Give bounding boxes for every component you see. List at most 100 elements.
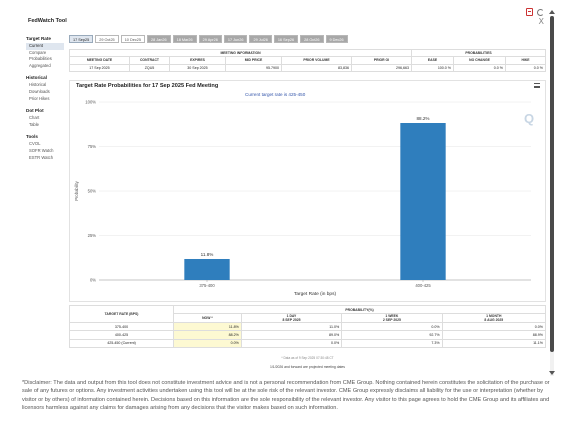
x-tick-label: 375-400 (199, 283, 215, 288)
refresh-icon[interactable] (537, 8, 544, 16)
sidebar-heading-dot-plot[interactable]: Dot Plot (26, 108, 44, 114)
pt-rate-cell: 425-450 (Current) (69, 338, 174, 348)
sidebar-item-current[interactable]: Current (26, 43, 64, 50)
top-toolbar (526, 8, 544, 16)
pt-prob-cell: 0.0% (441, 322, 547, 332)
mi-cell-no-change: 0.0 % (453, 63, 506, 72)
mi-cell-contract: ZQU5 (129, 63, 170, 72)
sidebar-item-downloads[interactable]: Downloads (29, 88, 50, 94)
sidebar-item-cvol[interactable]: CVOL (29, 141, 41, 147)
mi-cell-mid-price: 95.7900 (225, 63, 282, 72)
mi-cell-expires: 30 Sep 2025 (169, 63, 226, 72)
pt-prob-cell: 11.1% (441, 338, 547, 348)
x-axis-title: Target Rate (in bps) (294, 291, 337, 297)
chart-container (69, 80, 546, 302)
pt-prob-cell: 92.7% (341, 330, 443, 340)
sidebar-item-probabilities[interactable]: Probabilities (29, 56, 52, 62)
mi-col-prior-oi: PRIOR OI (351, 56, 412, 65)
y-axis-title: Probability (74, 180, 79, 200)
chart-subtitle: Current target rate is 425-450 (245, 92, 306, 97)
mi-col-no-change: NO CHANGE (453, 56, 506, 65)
date-tab-17-jun26[interactable]: 17 Jun26 (223, 35, 248, 43)
pt-prob-cell: 88.2% (173, 330, 242, 340)
date-tab-9-dec26[interactable]: 9 Dec26 (325, 35, 348, 43)
bar-375-400[interactable] (184, 258, 230, 280)
mi-col-contract: CONTRACT (129, 56, 170, 65)
mi-cell-prior-volume: 83,836 (281, 63, 352, 72)
sidebar-item-sofr-watch[interactable]: SOFR Watch (29, 147, 54, 153)
sidebar-heading-tools[interactable]: Tools (26, 134, 38, 140)
y-tick-label: 25% (88, 233, 97, 238)
meeting-date-tabs: 17 Sep25 29 Oct25 10 Dec25 28 Jan26 18 Mar26… (69, 35, 348, 43)
x-tick-label: 400-425 (415, 283, 431, 288)
sidebar-item-compare[interactable]: Compare (29, 49, 47, 55)
pt-prob-cell: 0.0% (341, 322, 443, 332)
sidebar-nav: Target Rate Current Compare Probabilities Ag… (26, 36, 64, 167)
date-tab-29-jul26[interactable]: 29 Jul26 (249, 35, 272, 43)
sidebar-group-historical: Historical Historical Downloads Prior Hikes (26, 75, 64, 102)
sidebar-heading-target-rate[interactable]: Target Rate (26, 36, 51, 41)
sidebar-item-aggregated[interactable]: Aggregated (29, 62, 51, 68)
sidebar-item-estr-watch[interactable]: ESTR Watch (29, 154, 54, 160)
chart-title: Target Rate Probabilities for 17 Sep 202… (76, 83, 219, 89)
sidebar-item-historical[interactable]: Historical (29, 82, 47, 88)
data-as-of-note: * Data as of 9 Sep 2025 07:30:48 CT (281, 356, 334, 360)
scroll-up-arrow-icon[interactable] (549, 10, 555, 14)
meeting-info-table: MEETING INFORMATION PROBABILITIES MEETIN… (69, 48, 546, 72)
sidebar-item-table[interactable]: Table (29, 121, 40, 127)
scroll-down-arrow-icon[interactable] (549, 371, 555, 375)
mi-col-expires: EXPIRES (169, 56, 226, 65)
date-tab-29-oct25[interactable]: 29 Oct25 (95, 35, 119, 43)
mi-cell-hike: 0.0 % (505, 63, 546, 72)
bar-400-425[interactable] (400, 123, 446, 280)
probability-table: TARGET RATE (BPS) PROBABILITY(%) NOW * 1 … (69, 304, 547, 348)
pt-rate-cell: 400-425 (69, 330, 174, 340)
q-watermark-icon: Q (524, 111, 535, 126)
mi-col-ease: EASE (411, 56, 454, 65)
table-row: 375-400 11.8% 11.0% 0.0% 0.0% (69, 322, 547, 332)
probability-header: PROBABILITY(%) (173, 304, 546, 315)
date-tab-18-mar26[interactable]: 18 Mar26 (172, 35, 197, 43)
x-logo-icon[interactable]: X (538, 17, 544, 26)
sidebar-item-chart[interactable]: Chart (29, 115, 40, 121)
pt-prob-cell: 7.3% (341, 338, 443, 348)
meeting-info-column-headers: MEETING DATE CONTRACT EXPIRES MID PRICE PRIO… (69, 56, 546, 65)
scrollbar-thumb[interactable] (550, 16, 554, 352)
pt-prob-cell: 11.0% (240, 322, 343, 332)
date-tab-10-dec25[interactable]: 10 Dec25 (120, 35, 145, 43)
pt-prob-cell: 0.0% (173, 338, 242, 348)
mi-col-mid-price: MID PRICE (225, 56, 282, 65)
mi-cell-ease: 100.0 % (411, 63, 454, 72)
pt-col-1-day-8-sep-2025: 1 DAY 8 SEP 2025 (240, 313, 343, 324)
pt-prob-cell: 89.0% (240, 330, 343, 340)
pt-prob-cell: 11.8% (173, 322, 242, 332)
pt-rate-cell: 375-400 (69, 322, 174, 332)
pdf-icon[interactable] (526, 8, 533, 16)
bar-data-label: 11.8% (201, 252, 214, 257)
y-tick-label: 100% (85, 100, 96, 105)
date-tab-28-jan26[interactable]: 28 Jan26 (146, 35, 171, 43)
mi-col-hike: HIKE (505, 56, 546, 65)
chart-menu-icon[interactable] (534, 83, 540, 88)
mi-col-prior-volume: PRIOR VOLUME (281, 56, 352, 65)
y-tick-label: 50% (88, 189, 97, 194)
date-tab-17-sep25[interactable]: 17 Sep25 (69, 35, 94, 43)
pt-col-1-week-2-sep-2025: 1 WEEK 2 SEP 2025 (341, 313, 443, 324)
date-tab-16-sep26[interactable]: 16 Sep26 (273, 35, 299, 43)
probability-bar-chart: 0% 25% 50% 75% 100% 11.8% 375-400 88.2% 400-425 T… (74, 100, 531, 297)
pt-prob-cell: 0.0% (240, 338, 343, 348)
y-tick-label: 75% (88, 144, 97, 149)
date-tab-28-oct26[interactable]: 28 Oct26 (300, 35, 324, 43)
pt-col-1-month-8-aug-2025: 1 MONTH 8 AUG 2025 (441, 313, 547, 324)
target-rate-header: TARGET RATE (BPS) (69, 304, 174, 324)
pt-col-now: NOW * (173, 313, 242, 324)
sidebar-item-prior-hikes[interactable]: Prior Hikes (29, 95, 50, 101)
sidebar-group-dot-plot: Dot Plot Chart Table (26, 108, 64, 128)
projected-dates-footnote: 1/1/2026 and forward are projected meeti… (269, 365, 346, 369)
table-row: 400-425 88.2% 89.0% 92.7% 88.9% (69, 330, 547, 340)
sidebar-heading-historical[interactable]: Historical (26, 75, 47, 81)
date-tab-29-apr26[interactable]: 29 Apr26 (198, 35, 222, 43)
y-tick-label: 0% (90, 278, 96, 283)
mi-cell-prior-oi: 296,663 (351, 63, 412, 72)
